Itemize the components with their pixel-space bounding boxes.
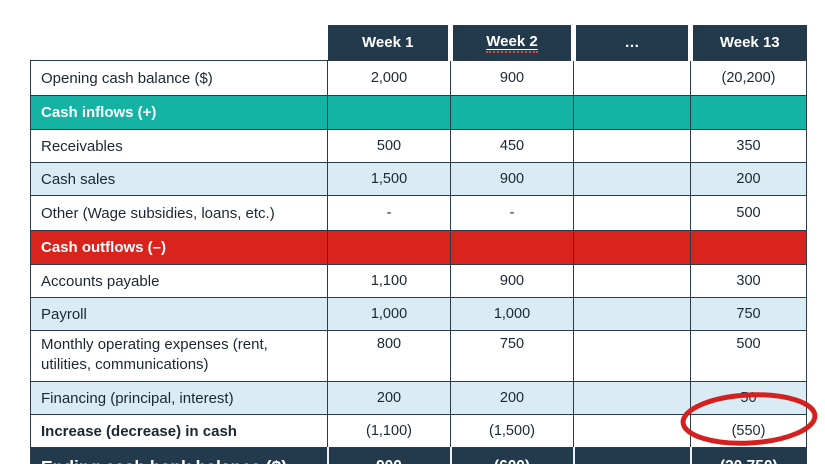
row-label: Receivables	[30, 129, 328, 163]
row-cash-sales: Cash sales 1,500 900 200	[30, 162, 807, 196]
cell-week-1: (1,100)	[327, 414, 451, 448]
row-label: Cash sales	[30, 162, 328, 196]
cell-ellipsis	[573, 129, 691, 163]
cell-week-1: -	[327, 195, 451, 231]
cell-week-2: 750	[450, 330, 574, 382]
table-body: Opening cash balance ($) 2,000 900 (20,2…	[30, 60, 807, 464]
cell-week-13: 200	[690, 162, 807, 196]
row-payroll: Payroll 1,000 1,000 750	[30, 297, 807, 331]
cell-week-13: 500	[690, 330, 807, 382]
week-2-label-with-spellcheck-squiggle: Week 2	[486, 33, 537, 53]
cell-week-1	[327, 230, 451, 265]
cell-week-13	[690, 95, 807, 130]
cell-ellipsis	[573, 95, 691, 130]
cash-flow-table: Week 1 Week 2 … Week 13 Opening cash bal…	[30, 25, 807, 464]
cell-week-1	[327, 95, 451, 130]
row-label: Payroll	[30, 297, 328, 331]
row-monthly-operating-expenses: Monthly operating expenses (rent, utilit…	[30, 330, 807, 382]
cell-week-2	[450, 230, 574, 265]
cell-ellipsis	[573, 264, 691, 298]
cell-ellipsis	[573, 297, 691, 331]
cell-week-1: 2,000	[327, 60, 451, 96]
row-label: Accounts payable	[30, 264, 328, 298]
cell-week-1: 900	[326, 447, 451, 464]
row-increase-decrease-in-cash: Increase (decrease) in cash (1,100) (1,5…	[30, 414, 807, 448]
cell-week-13: 350	[690, 129, 807, 163]
cell-week-13: 50	[690, 381, 807, 415]
column-header-ellipsis: …	[571, 25, 691, 61]
cell-ellipsis	[573, 330, 691, 382]
cell-week-2: (600)	[449, 447, 574, 464]
cell-ellipsis	[572, 447, 691, 464]
row-label: Opening cash balance ($)	[30, 60, 328, 96]
cell-week-2: (1,500)	[450, 414, 574, 448]
cell-week-1: 200	[327, 381, 451, 415]
row-opening-cash-balance: Opening cash balance ($) 2,000 900 (20,2…	[30, 60, 807, 96]
cell-week-13: 300	[690, 264, 807, 298]
circled-cell-week-13: (20,750)	[689, 447, 807, 464]
column-header-week-13: Week 13	[688, 25, 807, 61]
row-financing: Financing (principal, interest) 200 200 …	[30, 381, 807, 415]
cell-week-13: (20,200)	[690, 60, 807, 96]
row-label: Increase (decrease) in cash	[30, 414, 328, 448]
column-header-empty	[31, 25, 328, 61]
cell-week-1: 800	[327, 330, 451, 382]
row-receivables: Receivables 500 450 350	[30, 129, 807, 163]
section-label-cash-outflows: Cash outflows (–)	[30, 230, 328, 265]
row-other-wage-subsidies-loans: Other (Wage subsidies, loans, etc.) - - …	[30, 195, 807, 231]
column-header-week-2: Week 2	[448, 25, 574, 61]
cell-week-13: 500	[690, 195, 807, 231]
cell-week-13: (550)	[690, 414, 807, 448]
section-row-cash-outflows: Cash outflows (–)	[30, 230, 807, 265]
total-row-label: Ending cash bank balance ($)	[30, 447, 328, 464]
row-accounts-payable: Accounts payable 1,100 900 300	[30, 264, 807, 298]
cell-week-13	[690, 230, 807, 265]
row-ending-cash-bank-balance: Ending cash bank balance ($) 900 (600) (…	[30, 447, 807, 464]
cell-week-2: 900	[450, 264, 574, 298]
row-label: Other (Wage subsidies, loans, etc.)	[30, 195, 328, 231]
section-row-cash-inflows: Cash inflows (+)	[30, 95, 807, 130]
cell-week-2: 1,000	[450, 297, 574, 331]
section-label-cash-inflows: Cash inflows (+)	[30, 95, 328, 130]
cell-week-2: -	[450, 195, 574, 231]
cell-week-2: 900	[450, 60, 574, 96]
cell-week-2: 900	[450, 162, 574, 196]
cell-week-2	[450, 95, 574, 130]
cell-week-2: 450	[450, 129, 574, 163]
cell-ellipsis	[573, 381, 691, 415]
cell-ellipsis	[573, 162, 691, 196]
cell-week-2: 200	[450, 381, 574, 415]
table-header: Week 1 Week 2 … Week 13	[31, 25, 807, 61]
row-label: Monthly operating expenses (rent, utilit…	[30, 330, 328, 382]
cell-ellipsis	[573, 60, 691, 96]
cell-week-1: 1,000	[327, 297, 451, 331]
column-header-week-1: Week 1	[327, 25, 451, 61]
header-row: Week 1 Week 2 … Week 13	[31, 25, 807, 61]
row-label: Financing (principal, interest)	[30, 381, 328, 415]
cell-week-1: 1,100	[327, 264, 451, 298]
cell-ellipsis	[573, 414, 691, 448]
cell-week-1: 500	[327, 129, 451, 163]
cell-ellipsis	[573, 195, 691, 231]
cell-ellipsis	[573, 230, 691, 265]
cell-week-13: 750	[690, 297, 807, 331]
cell-week-1: 1,500	[327, 162, 451, 196]
